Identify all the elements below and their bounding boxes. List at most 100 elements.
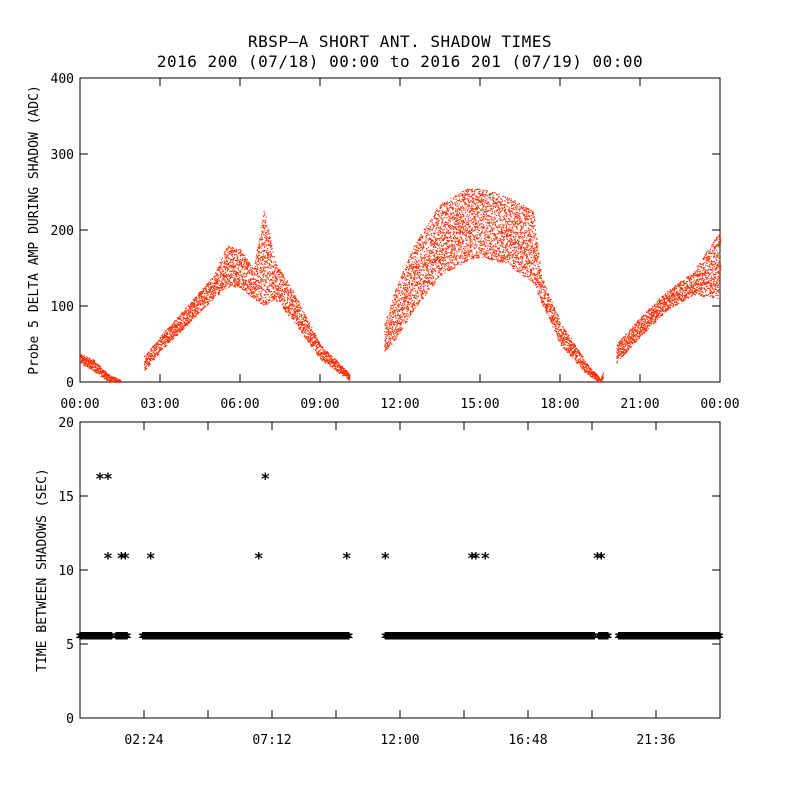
data-point bbox=[415, 262, 417, 264]
data-point bbox=[340, 369, 342, 371]
data-point bbox=[408, 309, 410, 311]
data-point bbox=[312, 337, 314, 339]
data-point bbox=[300, 326, 302, 328]
data-point bbox=[235, 284, 237, 286]
data-point bbox=[386, 331, 388, 333]
data-point bbox=[223, 270, 225, 272]
data-point bbox=[248, 292, 250, 294]
data-point bbox=[334, 358, 336, 360]
data-point bbox=[230, 259, 232, 261]
data-point bbox=[414, 272, 416, 274]
data-point bbox=[328, 362, 330, 364]
data-point bbox=[424, 276, 426, 278]
data-point bbox=[401, 323, 403, 325]
data-point bbox=[211, 291, 213, 293]
data-point bbox=[400, 318, 402, 320]
data-point bbox=[213, 276, 215, 278]
data-point bbox=[167, 329, 169, 331]
data-point bbox=[307, 326, 309, 328]
data-point bbox=[219, 283, 221, 285]
data-point bbox=[279, 290, 281, 292]
data-point bbox=[387, 347, 389, 349]
data-point bbox=[408, 269, 410, 271]
data-point bbox=[237, 282, 239, 284]
data-point bbox=[226, 259, 228, 261]
data-point bbox=[238, 275, 240, 277]
data-point bbox=[405, 287, 407, 289]
data-point bbox=[293, 314, 295, 316]
data-point bbox=[285, 281, 287, 283]
data-point bbox=[415, 297, 417, 299]
data-point bbox=[80, 356, 82, 358]
data-point bbox=[252, 293, 254, 295]
data-point bbox=[213, 282, 215, 284]
data-point bbox=[411, 307, 413, 309]
data-point bbox=[81, 359, 83, 361]
data-point bbox=[296, 309, 298, 311]
data-point bbox=[287, 311, 289, 313]
data-point bbox=[400, 329, 402, 331]
data-point bbox=[313, 333, 315, 335]
data-point bbox=[303, 312, 305, 314]
data-point bbox=[165, 334, 167, 336]
data-point bbox=[196, 301, 198, 303]
data-point bbox=[241, 277, 243, 279]
data-point bbox=[157, 342, 159, 344]
data-point bbox=[307, 339, 309, 341]
data-point bbox=[262, 288, 264, 290]
data-point bbox=[421, 297, 423, 299]
data-point bbox=[181, 311, 183, 313]
data-point bbox=[275, 275, 277, 277]
data-point bbox=[227, 264, 229, 266]
data-point bbox=[233, 278, 235, 280]
data-point bbox=[410, 296, 412, 298]
data-point bbox=[275, 288, 277, 290]
data-point bbox=[236, 254, 238, 256]
data-point bbox=[102, 371, 104, 373]
data-point bbox=[331, 356, 333, 358]
data-point bbox=[424, 292, 426, 294]
data-point bbox=[145, 361, 147, 363]
data-point bbox=[260, 272, 262, 274]
data-point bbox=[107, 380, 109, 382]
data-point bbox=[165, 333, 167, 335]
data-point bbox=[223, 260, 225, 262]
data-point bbox=[258, 298, 260, 300]
data-point bbox=[279, 276, 281, 278]
data-point bbox=[245, 258, 247, 260]
data-point bbox=[334, 358, 336, 360]
data-point bbox=[241, 275, 243, 277]
data-point bbox=[263, 214, 265, 216]
data-point bbox=[240, 283, 242, 285]
data-point bbox=[166, 339, 168, 341]
data-point bbox=[100, 368, 102, 370]
data-point bbox=[389, 322, 391, 324]
data-point bbox=[282, 284, 284, 286]
data-point bbox=[412, 311, 414, 313]
data-point bbox=[286, 306, 288, 308]
data-point bbox=[235, 250, 237, 252]
data-point bbox=[218, 291, 220, 293]
data-point bbox=[344, 368, 346, 370]
data-point bbox=[292, 296, 294, 298]
data-point bbox=[169, 329, 171, 331]
data-point bbox=[412, 305, 414, 307]
data-point bbox=[231, 252, 233, 254]
data-point bbox=[415, 260, 417, 262]
data-point bbox=[249, 271, 251, 273]
data-point bbox=[411, 305, 413, 307]
data-point bbox=[290, 314, 292, 316]
data-point bbox=[233, 267, 235, 269]
data-point bbox=[204, 293, 206, 295]
data-point bbox=[422, 235, 424, 237]
data-point bbox=[417, 250, 419, 252]
data-point bbox=[344, 374, 346, 376]
data-point bbox=[259, 260, 261, 262]
data-point bbox=[421, 283, 423, 285]
data-point bbox=[408, 261, 410, 263]
data-point bbox=[223, 277, 225, 279]
data-point bbox=[189, 311, 191, 313]
data-point bbox=[286, 291, 288, 293]
data-point bbox=[176, 326, 178, 328]
data-point bbox=[213, 287, 215, 289]
